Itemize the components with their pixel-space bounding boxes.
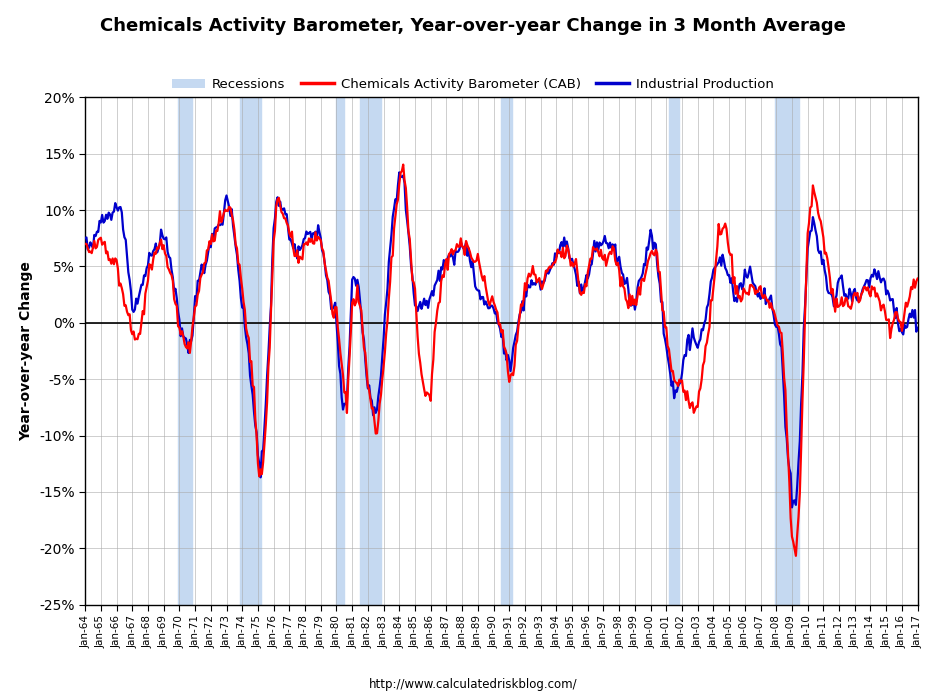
Bar bbox=[360, 97, 381, 605]
Bar bbox=[337, 97, 344, 605]
Bar bbox=[239, 97, 260, 605]
Bar bbox=[178, 97, 192, 605]
Bar bbox=[669, 97, 679, 605]
Text: Chemicals Activity Barometer, Year-over-year Change in 3 Month Average: Chemicals Activity Barometer, Year-over-… bbox=[100, 17, 846, 35]
Bar bbox=[775, 97, 798, 605]
Y-axis label: Year-over-year Change: Year-over-year Change bbox=[20, 261, 33, 441]
Bar bbox=[501, 97, 512, 605]
Legend: Recessions, Chemicals Activity Barometer (CAB), Industrial Production: Recessions, Chemicals Activity Barometer… bbox=[166, 72, 780, 96]
Text: http://www.calculatedriskblog.com/: http://www.calculatedriskblog.com/ bbox=[369, 678, 577, 691]
